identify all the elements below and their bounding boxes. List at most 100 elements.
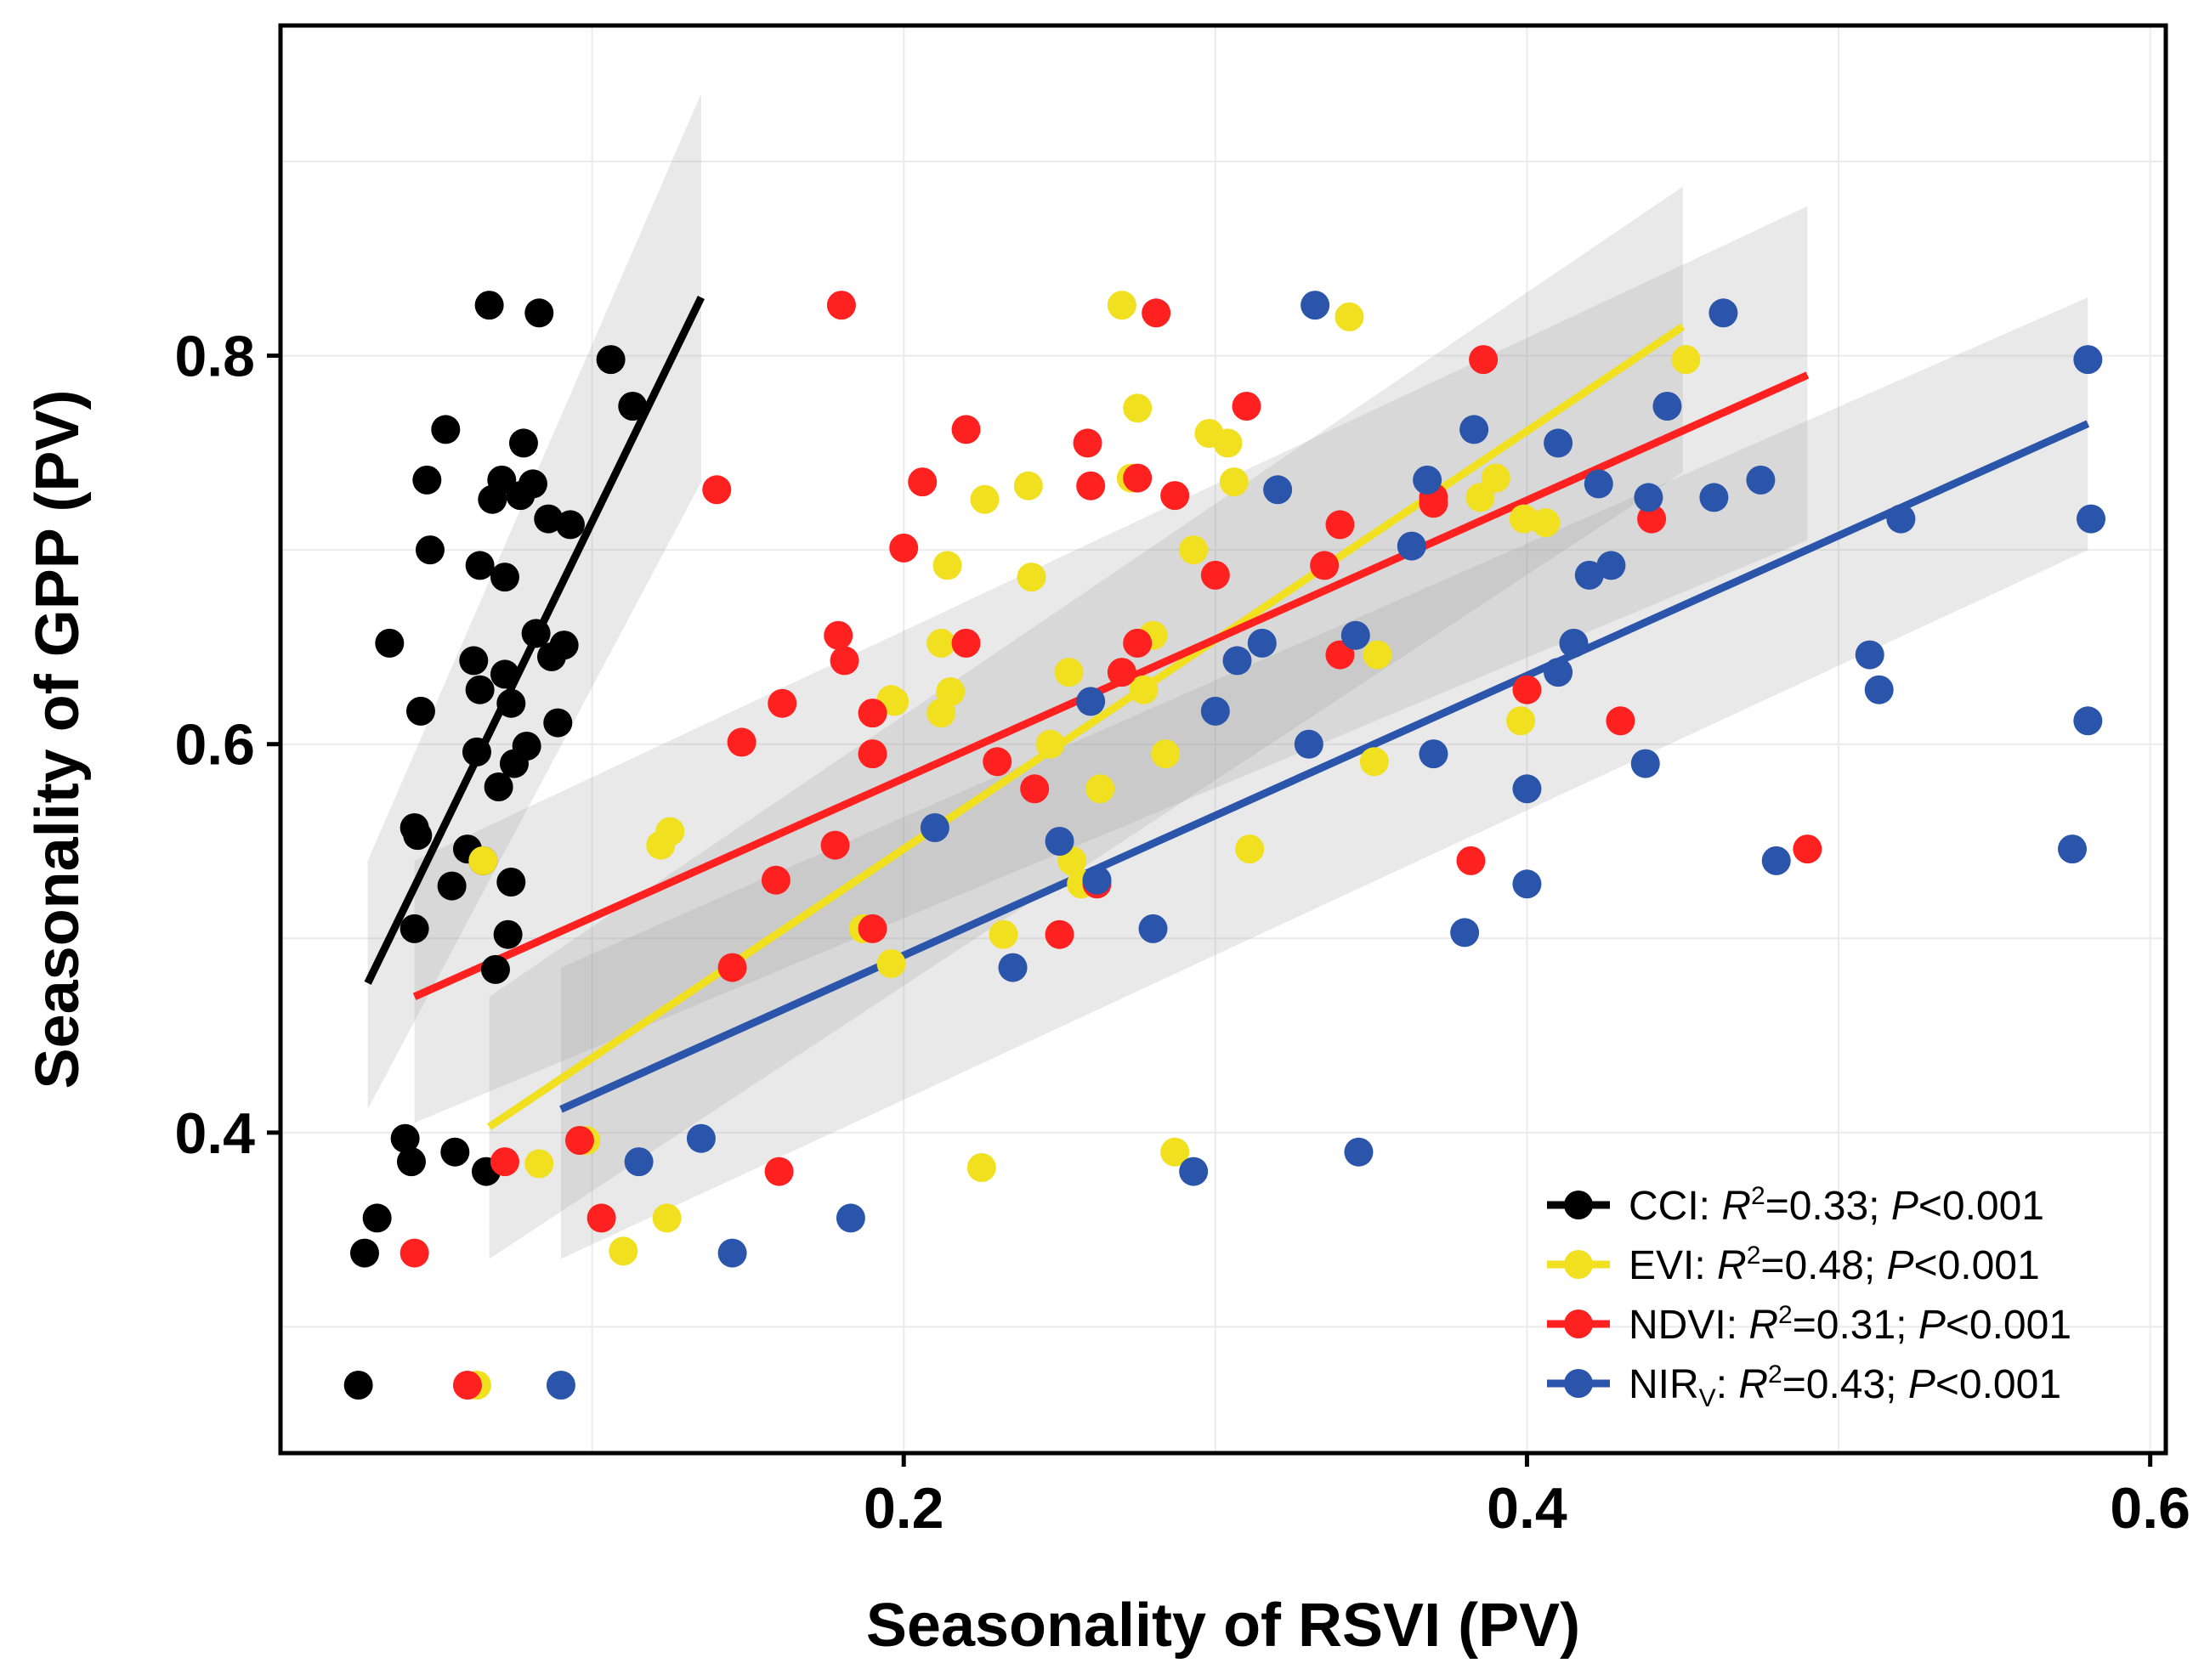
point-cci xyxy=(521,619,551,648)
point-cci xyxy=(349,1238,379,1268)
point-cci xyxy=(462,737,491,766)
point-ndvi xyxy=(1637,504,1667,534)
point-ndvi xyxy=(1793,834,1822,864)
point-ndvi xyxy=(702,475,732,505)
point-ndvi xyxy=(1123,628,1153,658)
point-cci xyxy=(415,535,445,565)
point-evi xyxy=(1363,640,1392,670)
point-ndvi xyxy=(1045,919,1074,949)
point-nirv xyxy=(546,1371,575,1400)
point-evi xyxy=(1151,739,1181,769)
point-evi xyxy=(1671,345,1701,375)
point-nirv xyxy=(1864,675,1894,704)
point-cci xyxy=(440,1137,470,1167)
point-cci xyxy=(490,659,519,689)
point-nirv xyxy=(1340,620,1370,650)
point-ndvi xyxy=(1160,481,1190,511)
point-nirv xyxy=(920,813,949,842)
point-evi xyxy=(1531,508,1561,538)
point-ndvi xyxy=(586,1203,616,1233)
point-nirv xyxy=(1634,483,1663,512)
legend-label: EVI: R2=0.48; P<0.001 xyxy=(1629,1242,2040,1288)
point-nirv xyxy=(624,1147,654,1177)
point-ndvi xyxy=(1200,560,1230,590)
point-evi xyxy=(1506,706,1536,736)
point-cci xyxy=(618,392,648,421)
point-evi xyxy=(1465,483,1495,512)
point-nirv xyxy=(1200,696,1230,726)
point-evi xyxy=(652,1203,682,1233)
point-evi xyxy=(1035,729,1065,759)
x-axis-title: Seasonality of RSVI (PV) xyxy=(866,1592,1580,1660)
point-ndvi xyxy=(727,727,756,757)
point-cci xyxy=(493,919,523,949)
point-evi xyxy=(1334,302,1364,331)
point-nirv xyxy=(1761,846,1791,875)
point-nirv xyxy=(1419,739,1448,769)
point-nirv xyxy=(998,953,1028,982)
point-ndvi xyxy=(1512,675,1542,704)
point-evi xyxy=(1219,467,1249,497)
point-nirv xyxy=(1247,628,1277,658)
point-cci xyxy=(512,732,541,761)
point-evi xyxy=(1107,291,1136,320)
legend-item-nirv: NIRV: R2=0.43; P<0.001 xyxy=(1547,1360,2061,1412)
point-evi xyxy=(1235,834,1265,864)
point-nirv xyxy=(1652,392,1682,421)
legend-swatch-point xyxy=(1564,1309,1593,1338)
point-nirv xyxy=(2058,834,2088,864)
point-nirv xyxy=(1746,465,1776,495)
point-nirv xyxy=(1294,729,1323,759)
point-cci xyxy=(496,688,526,718)
point-cci xyxy=(480,954,510,984)
legend-item-evi: EVI: R2=0.48; P<0.001 xyxy=(1547,1242,2040,1288)
point-cci xyxy=(343,1371,373,1400)
point-evi xyxy=(1085,774,1115,804)
legend-item-ndvi: NDVI: R2=0.31; P<0.001 xyxy=(1547,1301,2071,1348)
point-evi xyxy=(1013,471,1043,501)
point-nirv xyxy=(1344,1137,1374,1167)
x-tick-label: 0.4 xyxy=(1487,1476,1567,1541)
x-tick-label: 0.2 xyxy=(864,1476,944,1541)
point-nirv xyxy=(717,1238,747,1268)
point-ndvi xyxy=(1310,551,1340,580)
point-nirv xyxy=(1699,483,1729,512)
point-nirv xyxy=(1544,658,1573,687)
y-tick-label: 0.8 xyxy=(174,325,255,389)
point-nirv xyxy=(1708,298,1738,328)
point-cci xyxy=(518,469,547,499)
legend-label: NIRV: R2=0.43; P<0.001 xyxy=(1629,1360,2061,1412)
fit-line-ndvi xyxy=(412,371,1810,1000)
point-evi xyxy=(1123,393,1153,423)
point-cci xyxy=(362,1203,392,1233)
point-ndvi xyxy=(858,914,887,943)
point-ndvi xyxy=(1020,774,1050,804)
legend-label: NDVI: R2=0.31; P<0.001 xyxy=(1629,1301,2071,1348)
point-cci xyxy=(484,772,513,801)
plot-border xyxy=(278,23,2168,1456)
point-ndvi xyxy=(764,1157,794,1186)
point-nirv xyxy=(2073,345,2103,375)
point-evi xyxy=(1481,463,1510,493)
point-nirv xyxy=(1584,469,1613,499)
point-cci xyxy=(459,646,489,676)
x-axis-ticks: 0.2 0.4 0.6 xyxy=(864,1453,2190,1541)
point-ndvi xyxy=(717,953,747,982)
ci-band-nirv xyxy=(560,297,2088,1259)
point-nirv xyxy=(1855,640,1884,670)
point-ndvi xyxy=(768,688,797,718)
point-ndvi xyxy=(951,628,981,658)
point-evi xyxy=(1213,428,1243,458)
y-tick-label: 0.4 xyxy=(174,1101,255,1166)
point-cci xyxy=(431,415,461,444)
point-ndvi xyxy=(1076,471,1106,501)
point-ndvi xyxy=(889,533,919,563)
point-nirv xyxy=(1886,504,1916,534)
point-nirv xyxy=(1179,1157,1209,1186)
point-evi xyxy=(966,1153,996,1182)
point-evi xyxy=(932,551,962,580)
point-evi xyxy=(1359,747,1389,777)
point-cci xyxy=(534,504,564,534)
point-cci xyxy=(496,868,526,897)
